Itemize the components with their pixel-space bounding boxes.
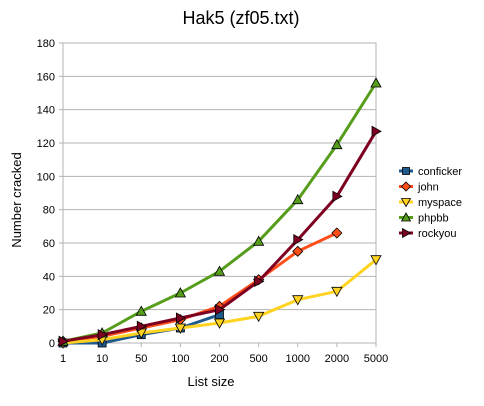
gridlines xyxy=(63,42,376,344)
y-tick-label: 0 xyxy=(49,338,55,350)
y-tick-label: 180 xyxy=(37,38,55,50)
legend-label: rockyou xyxy=(418,228,457,240)
data-point-phpbb xyxy=(213,265,226,276)
x-axis-ticks: 1 10 50 100 200 500 1000 2000 5000 xyxy=(60,343,388,365)
data-point-phpbb xyxy=(331,138,343,150)
data-point-rockyou xyxy=(332,190,343,203)
data-point-rockyou xyxy=(293,233,304,246)
x-tick-label: 50 xyxy=(135,353,147,365)
legend-item-john: john xyxy=(399,181,439,194)
legend-label: phpbb xyxy=(418,213,449,225)
data-point-john xyxy=(331,227,343,239)
plot-area xyxy=(62,42,377,344)
data-point-rockyou xyxy=(254,275,265,288)
chart-title: Hak5 (zf05.txt) xyxy=(182,8,299,28)
y-tick-label: 20 xyxy=(43,305,55,317)
series-group xyxy=(57,77,382,349)
y-tick-label: 80 xyxy=(43,205,55,217)
data-point-myspace xyxy=(213,318,226,329)
legend: conficker john myspace phpbb rockyou xyxy=(399,166,462,240)
data-point-myspace xyxy=(292,295,304,306)
series-phpbb xyxy=(57,77,382,346)
legend-label: john xyxy=(417,182,439,194)
legend-item-rockyou: rockyou xyxy=(399,227,457,240)
data-point-myspace xyxy=(331,286,343,298)
data-point-rockyou xyxy=(215,303,226,316)
legend-item-myspace: myspace xyxy=(399,197,462,209)
x-tick-label: 200 xyxy=(210,353,228,365)
legend-marker xyxy=(402,167,410,175)
data-point-myspace xyxy=(370,255,382,266)
data-point-rockyou xyxy=(371,125,382,138)
x-tick-label: 2000 xyxy=(325,353,349,365)
x-tick-label: 5000 xyxy=(364,353,388,365)
y-tick-label: 120 xyxy=(37,138,55,150)
legend-label: conficker xyxy=(418,166,462,178)
data-point-rockyou xyxy=(58,335,69,348)
data-point-myspace xyxy=(174,323,187,334)
data-point-myspace xyxy=(252,311,265,323)
data-point-rockyou xyxy=(97,328,108,341)
legend-item-phpbb: phpbb xyxy=(399,212,449,225)
y-tick-label: 60 xyxy=(43,238,55,250)
x-tick-label: 1 xyxy=(60,353,66,365)
data-point-phpbb xyxy=(370,77,382,88)
legend-marker xyxy=(400,181,412,192)
data-point-john xyxy=(292,245,304,257)
data-point-phpbb xyxy=(174,287,187,298)
data-point-phpbb xyxy=(292,193,304,205)
series-john xyxy=(57,227,343,347)
y-tick-label: 140 xyxy=(37,105,55,117)
x-tick-label: 1000 xyxy=(286,353,310,365)
legend-marker xyxy=(400,198,412,208)
legend-marker xyxy=(400,212,412,222)
y-tick-label: 100 xyxy=(37,171,55,183)
x-tick-label: 10 xyxy=(96,353,108,365)
data-point-phpbb xyxy=(135,305,147,316)
y-axis-label: Number cracked xyxy=(9,152,24,247)
legend-label: myspace xyxy=(418,197,462,209)
y-axis-ticks: 0 20 40 60 80 100 120 140 160 180 xyxy=(37,38,63,350)
x-axis-label: List size xyxy=(188,374,235,389)
x-tick-label: 100 xyxy=(171,353,189,365)
y-tick-label: 160 xyxy=(37,71,55,83)
x-tick-label: 500 xyxy=(249,353,267,365)
legend-item-conficker: conficker xyxy=(399,166,462,178)
data-point-rockyou xyxy=(136,320,148,333)
data-point-rockyou xyxy=(175,312,187,324)
y-tick-label: 40 xyxy=(43,271,55,283)
data-point-phpbb xyxy=(252,235,265,246)
legend-marker xyxy=(402,227,412,239)
series-rockyou xyxy=(58,125,382,348)
